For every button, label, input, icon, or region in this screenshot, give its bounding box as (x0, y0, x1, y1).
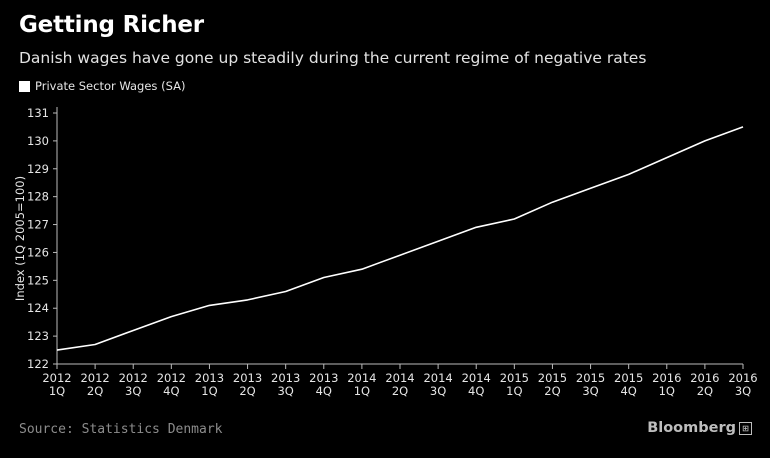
x-tick-label-quarter: 3Q (430, 384, 446, 398)
source-note: Source: Statistics Denmark (19, 422, 223, 437)
y-tick-label: 125 (27, 273, 49, 287)
x-tick-label-quarter: 4Q (163, 384, 179, 398)
x-tick-label-year: 2012 (157, 371, 186, 385)
x-tick-label-year: 2012 (119, 371, 148, 385)
x-tick-label-year: 2013 (195, 371, 224, 385)
x-tick-label-year: 2015 (538, 371, 567, 385)
x-tick-label-year: 2015 (614, 371, 643, 385)
x-tick-label-quarter: 4Q (620, 384, 636, 398)
x-tick-label-quarter: 4Q (468, 384, 484, 398)
chart-title: Getting Richer (19, 12, 204, 38)
brand-logo: Bloomberg ⊞ (647, 420, 752, 436)
y-tick-label: 126 (27, 245, 49, 259)
x-tick-label-year: 2014 (462, 371, 491, 385)
x-tick-label-year: 2014 (385, 371, 414, 385)
x-tick-label-quarter: 1Q (354, 384, 370, 398)
x-tick-label-year: 2013 (309, 371, 338, 385)
y-tick-label: 131 (27, 106, 49, 120)
x-tick-label-quarter: 2Q (239, 384, 255, 398)
legend-label: Private Sector Wages (SA) (35, 79, 186, 93)
x-tick-label-year: 2012 (42, 371, 71, 385)
x-tick-label-quarter: 1Q (506, 384, 522, 398)
x-tick-label-year: 2016 (728, 371, 757, 385)
x-tick-label-year: 2013 (233, 371, 262, 385)
x-tick-label-quarter: 3Q (735, 384, 751, 398)
y-tick-label: 123 (27, 329, 49, 343)
x-tick-label-quarter: 2Q (392, 384, 408, 398)
x-tick-label-quarter: 3Q (582, 384, 598, 398)
brand-name: Bloomberg (647, 420, 736, 436)
x-tick-label-year: 2016 (690, 371, 719, 385)
y-axis-title: Index (1Q 2005=100) (13, 176, 27, 301)
x-tick-label-year: 2014 (347, 371, 376, 385)
bloomberg-mark-icon: ⊞ (739, 421, 752, 435)
x-tick-label-quarter: 1Q (659, 384, 675, 398)
x-tick-label-year: 2015 (576, 371, 605, 385)
x-tick-label-quarter: 4Q (316, 384, 332, 398)
y-tick-label: 128 (27, 190, 49, 204)
y-tick-label: 124 (27, 301, 49, 315)
x-tick-label-quarter: 2Q (697, 384, 713, 398)
y-tick-label: 130 (27, 134, 49, 148)
x-tick-label-quarter: 3Q (277, 384, 293, 398)
x-tick-label-year: 2016 (652, 371, 681, 385)
chart-subtitle: Danish wages have gone up steadily durin… (19, 49, 647, 67)
x-tick-label-year: 2015 (500, 371, 529, 385)
x-tick-label-quarter: 1Q (201, 384, 217, 398)
series-line-private-sector-wages (56, 126, 744, 351)
y-tick-label: 129 (27, 162, 49, 176)
y-tick-label: 127 (27, 218, 49, 232)
x-tick-label-year: 2012 (80, 371, 109, 385)
x-tick-label-year: 2014 (423, 371, 452, 385)
x-tick-label-quarter: 1Q (49, 384, 65, 398)
x-tick-label-quarter: 3Q (125, 384, 141, 398)
legend-swatch (19, 80, 30, 92)
x-tick-label-year: 2013 (271, 371, 300, 385)
x-tick-label-quarter: 2Q (544, 384, 560, 398)
chart-legend: Private Sector Wages (SA) (19, 79, 185, 93)
y-tick-label: 122 (27, 357, 49, 371)
x-tick-label-quarter: 2Q (87, 384, 103, 398)
